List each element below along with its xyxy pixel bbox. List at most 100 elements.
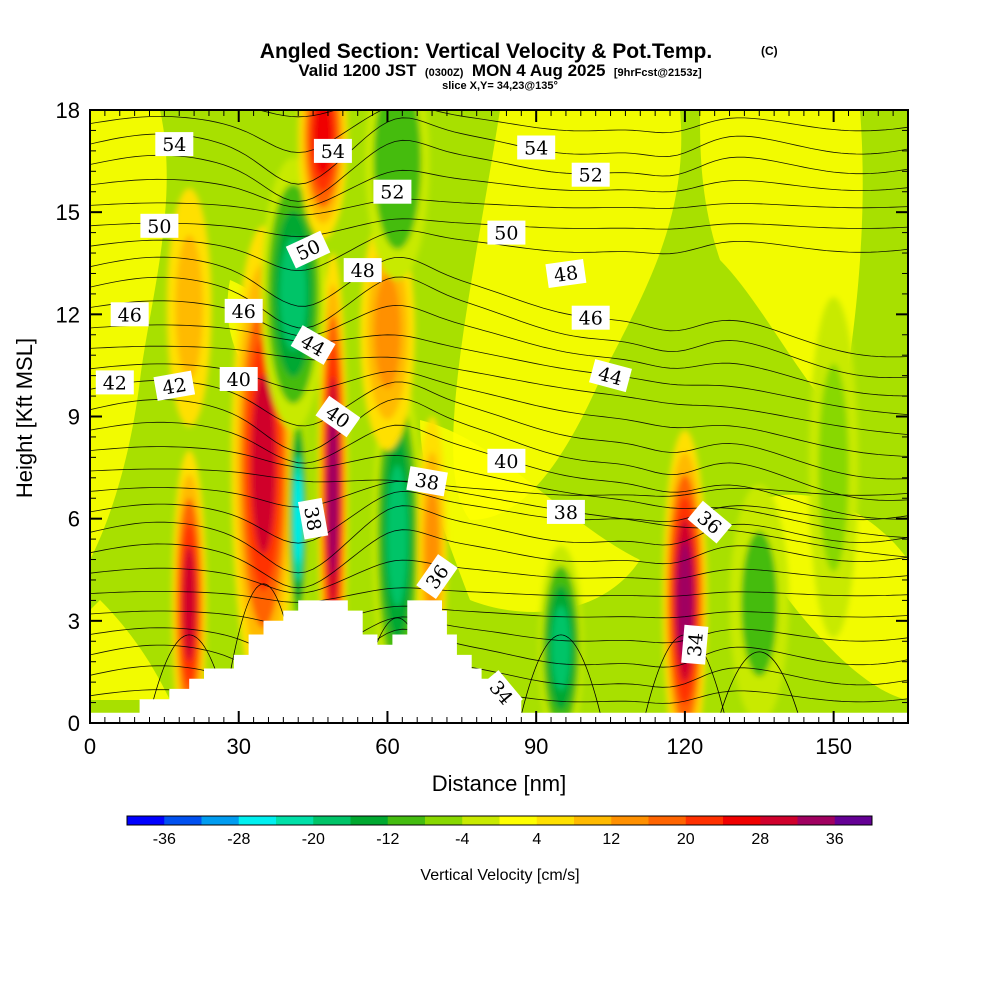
- colorbar-swatch: [834, 816, 873, 825]
- theta-label-5: 50: [140, 213, 179, 238]
- terrain: [90, 600, 908, 723]
- x-tick-label: 0: [84, 734, 96, 759]
- theta-line-18: [90, 324, 908, 415]
- theta-label-box: [373, 179, 412, 204]
- theta-label-box: [416, 554, 458, 600]
- chart-title-mark: (C): [761, 44, 778, 58]
- theta-arch-4: [518, 634, 603, 723]
- theta-label-3: 52: [373, 179, 412, 204]
- theta-label-20: 38: [297, 497, 329, 540]
- theta-label-box: [315, 395, 361, 438]
- theta-label-box: [406, 466, 448, 497]
- theta-label-7: 50: [487, 220, 526, 245]
- theta-line-12: [90, 446, 908, 538]
- velocity-cell-9-level-2: [374, 274, 401, 389]
- theta-line-4: [90, 605, 908, 627]
- colorbar-swatch: [462, 816, 500, 825]
- theta-line-2: [90, 628, 908, 695]
- colorbar-swatch: [313, 816, 351, 825]
- colorbar-swatch: [536, 816, 575, 825]
- theta-label-box: [297, 497, 329, 540]
- theta-label-2: 54: [517, 135, 556, 160]
- theta-line-25: [90, 169, 908, 208]
- colorbar-swatch: [387, 816, 426, 825]
- colorbar-tick-label: -28: [227, 831, 250, 848]
- colorbar-tick-label: 12: [602, 831, 620, 848]
- theta-line-17: [90, 345, 908, 435]
- theta-line-27: [90, 117, 908, 185]
- x-tick-label: 90: [524, 734, 548, 759]
- colorbar-swatch: [723, 816, 761, 825]
- valid-prefix: Valid 1200 JST: [298, 61, 417, 80]
- theta-label-box: [517, 135, 556, 160]
- velocity-cell-6-level-3: [551, 605, 571, 691]
- theta-label-box: [290, 325, 336, 365]
- y-axis: 0 3 6 9 12 15 18: [56, 98, 908, 736]
- theta-line-5: [90, 587, 908, 603]
- colorbar-tick-label: -20: [302, 831, 325, 848]
- theta-label-12: 46: [571, 305, 610, 330]
- theta-label-box: [343, 258, 382, 283]
- slice-info: slice X,Y= 34,23@135°: [442, 80, 558, 92]
- colorbar-tick-label: -12: [376, 831, 399, 848]
- theta-label-16: 42: [153, 370, 196, 401]
- velocity-cells: [166, 110, 859, 723]
- theta-label-box: [687, 500, 732, 544]
- theta-line-6: [90, 559, 908, 594]
- colorbar-tick-label: 4: [532, 831, 541, 848]
- valid-line: Valid 1200 JST (0300Z) MON 4 Aug 2025 [9…: [298, 61, 702, 80]
- theta-label-text: 50: [494, 223, 518, 245]
- velocity-cell-13-level-1: [818, 363, 849, 572]
- chart-title: Angled Section: Vertical Velocity & Pot.…: [260, 40, 712, 63]
- theta-label-text: 34: [684, 632, 708, 658]
- theta-label-box: [571, 305, 610, 330]
- theta-label-text: 38: [413, 469, 441, 495]
- updraft-band-3: [420, 420, 640, 612]
- y-tick-label: 12: [56, 302, 80, 327]
- theta-label-box: [571, 162, 610, 187]
- colorbar: -36 -28 -20 -12 -4 4 12 20 28 36: [126, 815, 873, 848]
- theta-label-text: 38: [554, 502, 578, 524]
- colorbar-swatch: [797, 816, 836, 825]
- colorbar-swatch: [164, 816, 202, 825]
- colorbar-tick-label: -36: [153, 831, 176, 848]
- theta-arch-6: [717, 651, 802, 723]
- theta-line-3: [90, 616, 908, 662]
- velocity-cell-5-level-2: [425, 487, 440, 619]
- theta-label-25: 34: [681, 624, 709, 665]
- theta-label-text: 46: [579, 308, 603, 330]
- theta-label-text: 46: [118, 304, 142, 326]
- velocity-cell-3-level-5: [327, 408, 339, 575]
- colorbar-swatch: [499, 816, 538, 825]
- forecast-info: [9hrFcst@2153z]: [614, 67, 702, 79]
- theta-label-11: 46: [224, 298, 263, 323]
- valid-utc: (0300Z): [425, 67, 464, 79]
- velocity-cell-2-level-4: [294, 473, 302, 564]
- theta-label-4: 52: [571, 162, 610, 187]
- colorbar-swatch: [276, 816, 314, 825]
- y-tick-label: 15: [56, 200, 80, 225]
- velocity-cell-14-level-1: [741, 531, 778, 677]
- colorbar-swatch: [574, 816, 612, 825]
- theta-label-text: 46: [232, 301, 256, 323]
- theta-label-text: 50: [147, 216, 171, 238]
- theta-label-text: 48: [553, 262, 580, 287]
- colorbar-tick-label: 28: [751, 831, 769, 848]
- theta-label-box: [487, 220, 526, 245]
- theta-line-26: [90, 139, 908, 202]
- colorbar-swatch: [648, 816, 687, 825]
- colorbar-swatch: [611, 816, 649, 825]
- x-tick-label: 120: [667, 734, 704, 759]
- x-axis: 0 30 60 90 120 150: [84, 110, 909, 759]
- theta-label-text: 40: [227, 369, 251, 391]
- velocity-cell-0-level-4: [182, 546, 196, 662]
- colorbar-tick-label: 36: [826, 831, 844, 848]
- theta-label-box: [224, 298, 263, 323]
- colorbar-swatch: [127, 816, 165, 825]
- theta-label-box: [487, 448, 526, 473]
- theta-label-text: 42: [103, 372, 127, 394]
- theta-label-0: 54: [155, 132, 194, 157]
- theta-label-box: [219, 367, 258, 391]
- y-tick-label: 3: [68, 609, 80, 634]
